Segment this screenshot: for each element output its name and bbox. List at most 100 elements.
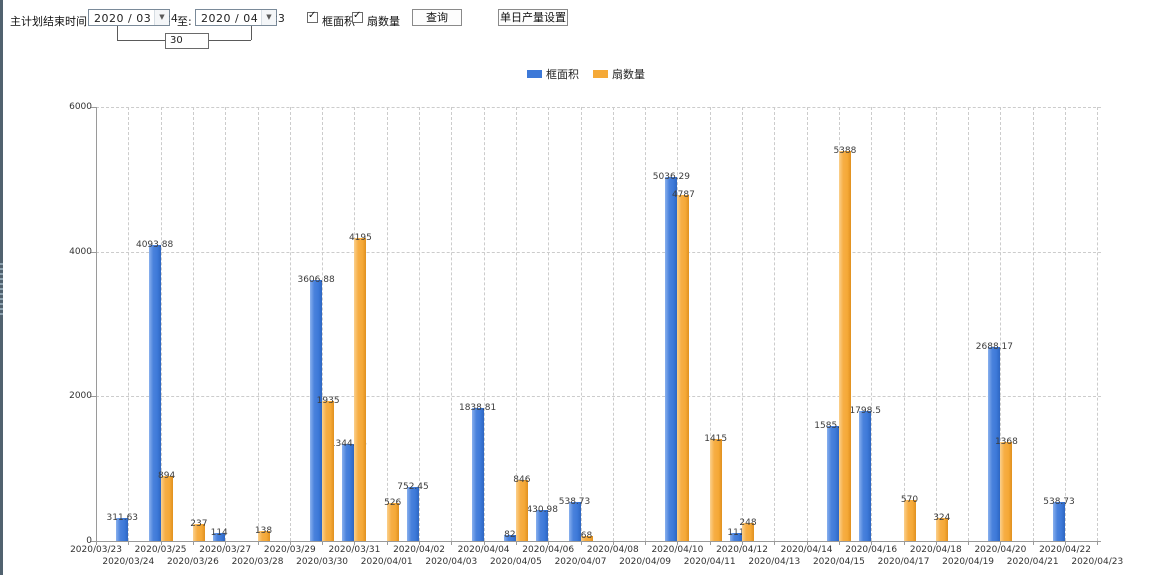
- bar-value-label: 248: [739, 518, 757, 529]
- grid-line-horizontal: [96, 107, 1102, 108]
- grid-line-vertical: [257, 107, 259, 541]
- bar-value-label: 138: [254, 526, 273, 537]
- x-axis-tick: [289, 541, 291, 545]
- x-axis-label: 2020/04/06: [522, 545, 575, 555]
- x-axis-tick: [774, 541, 776, 545]
- legend-swatch-blue: [527, 70, 542, 78]
- bar-fan-count: [257, 531, 270, 541]
- grid-line-vertical: [612, 107, 614, 541]
- bar-value-label: 894: [158, 471, 176, 482]
- grid-line-horizontal: [96, 396, 1102, 398]
- grid-line-vertical: [709, 107, 711, 541]
- x-axis-label: 2020/04/13: [748, 557, 801, 567]
- fan-count-checkbox[interactable]: ✓: [352, 10, 363, 23]
- frame-area-checkbox-label[interactable]: 框面积: [322, 15, 355, 28]
- x-axis-label: 2020/04/23: [1071, 557, 1124, 567]
- grid-line-vertical: [451, 107, 453, 541]
- y-axis-line: [96, 107, 97, 541]
- bar-value-label: 1344.95: [329, 438, 367, 449]
- x-axis-tick: [1032, 541, 1034, 545]
- x-axis-label: 2020/03/28: [231, 557, 284, 567]
- chevron-down-icon[interactable]: ▼: [154, 10, 169, 25]
- y-axis-tick: [91, 541, 96, 542]
- x-axis-label: 2020/04/14: [780, 545, 833, 555]
- x-axis-label: 2020/04/05: [489, 557, 542, 567]
- y-axis-label: 6000: [69, 102, 92, 112]
- bar-value-label: 570: [900, 494, 919, 505]
- day-count-input[interactable]: 30: [165, 33, 209, 49]
- y-axis-tick: [91, 107, 96, 108]
- bar-frame-area: [407, 486, 419, 541]
- x-axis-tick: [677, 541, 679, 545]
- bar-fan-count: [935, 517, 948, 541]
- grid-line-horizontal: [96, 251, 1102, 253]
- bar-value-label: 1415: [704, 433, 728, 444]
- x-axis-label: 2020/04/20: [974, 545, 1027, 555]
- x-axis-label: 2020/04/22: [1039, 545, 1091, 555]
- y-axis-tick: [91, 396, 96, 398]
- fan-count-checkbox-label[interactable]: 扇数量: [367, 15, 400, 28]
- bar-frame-area: [471, 407, 484, 541]
- bar-frame-area: [665, 176, 678, 541]
- bar-value-label: 752.45: [397, 481, 429, 492]
- date-to-picker[interactable]: 2020 / 04 / 23 ▼: [195, 9, 285, 26]
- chart-legend: 框面积 扇数量: [527, 66, 645, 82]
- y-axis-tick: [91, 251, 96, 253]
- x-axis-label: 2020/04/17: [877, 557, 930, 567]
- bar-value-label: 1368: [994, 437, 1018, 448]
- grid-line-vertical: [160, 107, 162, 541]
- x-axis-tick: [935, 541, 937, 545]
- grid-line-vertical: [1032, 107, 1034, 541]
- grid-line-vertical: [968, 107, 970, 541]
- splitter-grip-icon: [0, 263, 3, 315]
- bar-frame-area: [988, 346, 1001, 541]
- date-from-picker[interactable]: 2020 / 03 / 24 ▼: [88, 9, 178, 26]
- x-axis-label: 2020/04/21: [1006, 557, 1059, 567]
- bar-value-label: 68: [580, 531, 593, 542]
- bar-fan-count: [354, 237, 367, 541]
- x-axis-tick: [709, 541, 711, 545]
- grid-line-vertical: [225, 107, 227, 541]
- bar-fan-count: [677, 194, 690, 541]
- bar-fan-count: [386, 502, 399, 541]
- bar-fan-count: [515, 479, 528, 541]
- x-axis-tick: [354, 541, 356, 545]
- x-axis-tick: [257, 541, 259, 545]
- chevron-down-icon[interactable]: ▼: [261, 10, 276, 25]
- bar-fan-count: [903, 499, 916, 541]
- y-axis-label: 4000: [69, 246, 92, 257]
- x-axis-label: 2020/03/23: [70, 545, 122, 555]
- bar-fan-count: [322, 401, 335, 541]
- bar-value-label: 1798.5: [849, 405, 881, 416]
- bar-frame-area: [730, 532, 742, 541]
- x-axis-label: 2020/03/31: [328, 545, 381, 555]
- daily-output-settings-button[interactable]: 单日产量设置: [498, 9, 568, 26]
- bar-value-label: 430.98: [526, 504, 558, 515]
- left-panel-splitter[interactable]: [0, 0, 3, 575]
- frame-area-checkbox[interactable]: ✓: [307, 10, 318, 23]
- bar-frame-area: [213, 532, 226, 541]
- grid-line-vertical: [580, 107, 582, 541]
- x-axis-tick: [645, 541, 647, 545]
- x-axis-label: 2020/04/18: [909, 545, 962, 555]
- x-axis-tick: [968, 541, 970, 545]
- x-axis-tick: [225, 541, 227, 545]
- x-axis-label: 2020/04/09: [619, 557, 672, 567]
- x-axis-label: 2020/03/27: [199, 545, 252, 555]
- grid-line-vertical: [322, 107, 324, 541]
- bar-value-label: 3606.88: [297, 275, 335, 286]
- check-icon: ✓: [353, 10, 362, 21]
- x-axis-tick: [96, 541, 97, 545]
- legend-label: 框面积: [546, 68, 579, 81]
- x-axis-label: 2020/03/30: [296, 557, 349, 567]
- bar-value-label: 4195: [348, 232, 372, 243]
- bar-value-label: 1838.81: [458, 402, 497, 413]
- bar-value-label: 324: [933, 512, 951, 523]
- check-icon: ✓: [308, 10, 317, 21]
- bar-value-label: 5388: [833, 146, 857, 157]
- bar-fan-count: [709, 438, 722, 541]
- x-axis-label: 2020/04/11: [683, 557, 736, 567]
- x-axis-tick: [806, 541, 808, 545]
- x-axis-label: 2020/04/12: [716, 545, 768, 555]
- query-button[interactable]: 查询: [412, 9, 462, 26]
